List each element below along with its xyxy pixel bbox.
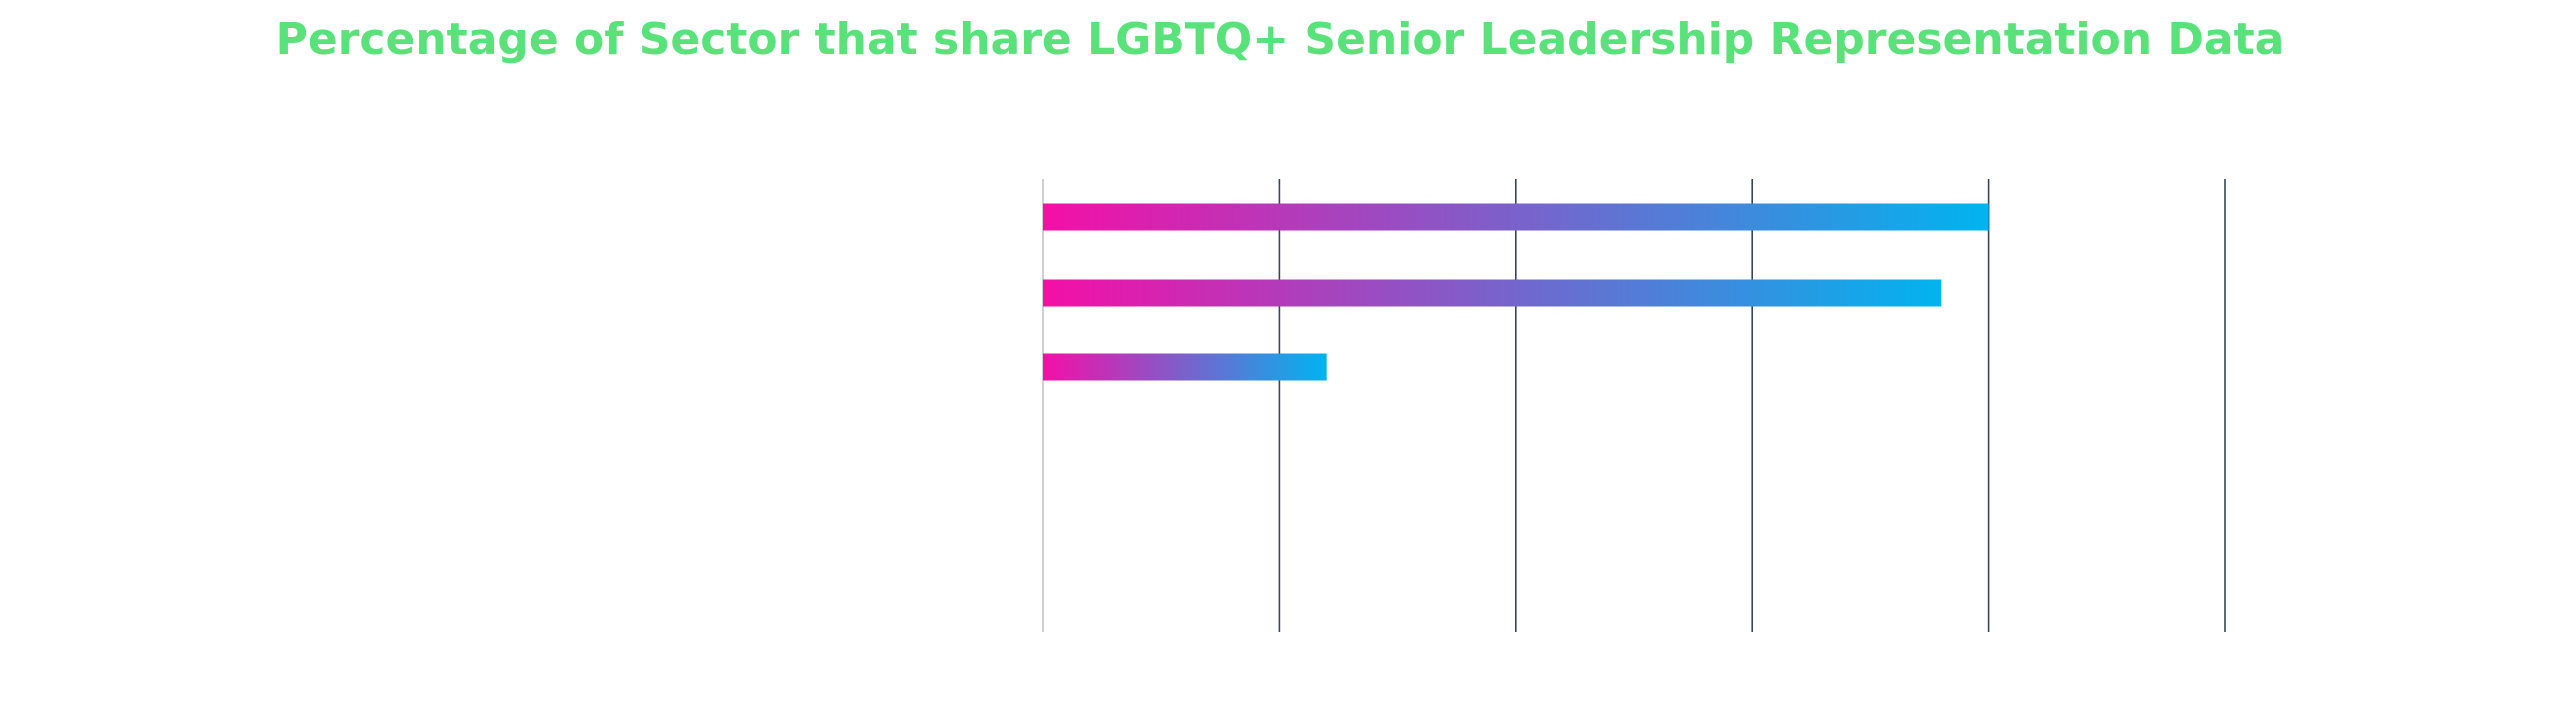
bars [1043,203,1989,381]
bar [1043,353,1327,381]
chart-title: Percentage of Sector that share LGBTQ+ S… [275,14,2285,65]
gridlines [1042,179,2226,632]
bar [1043,279,1942,307]
bar [1043,203,1989,231]
